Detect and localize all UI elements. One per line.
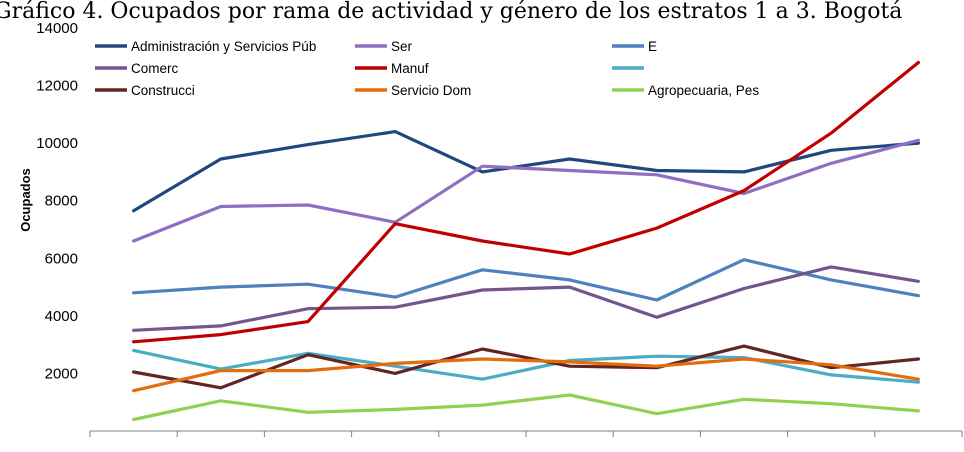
legend-label: Construcci [131, 83, 195, 98]
series-line-4 [132, 60, 921, 344]
y-tick-label: 12000 [36, 78, 78, 95]
series-line-1 [132, 138, 921, 243]
y-tick-label: 14000 [36, 20, 78, 37]
series-line-6 [132, 344, 921, 390]
series-line-8 [132, 393, 921, 422]
y-tick-label: 10000 [36, 135, 78, 152]
legend-label: E [648, 39, 657, 54]
series-line-2 [132, 258, 921, 302]
y-tick-label: 8000 [45, 193, 78, 210]
series-line-7 [132, 357, 921, 393]
legend-label: Comerc [131, 61, 179, 76]
series-line-3 [132, 265, 921, 332]
series-line-5 [132, 348, 921, 384]
y-tick-label: 6000 [45, 250, 78, 267]
legend-label: Administración y Servicios Púb [131, 39, 316, 54]
legend-label: Ser [391, 39, 413, 54]
y-axis-label: Ocupados [18, 168, 33, 232]
series-line-0 [132, 130, 921, 213]
y-tick-label: 4000 [45, 308, 78, 325]
chart-title: Gráfico 4. Ocupados por rama de activida… [0, 0, 902, 24]
legend-label: Agropecuaria, Pes [648, 83, 759, 98]
legend-label: Manuf [391, 61, 429, 76]
legend-label: Servicio Dom [391, 83, 471, 98]
y-tick-label: 2000 [45, 365, 78, 382]
